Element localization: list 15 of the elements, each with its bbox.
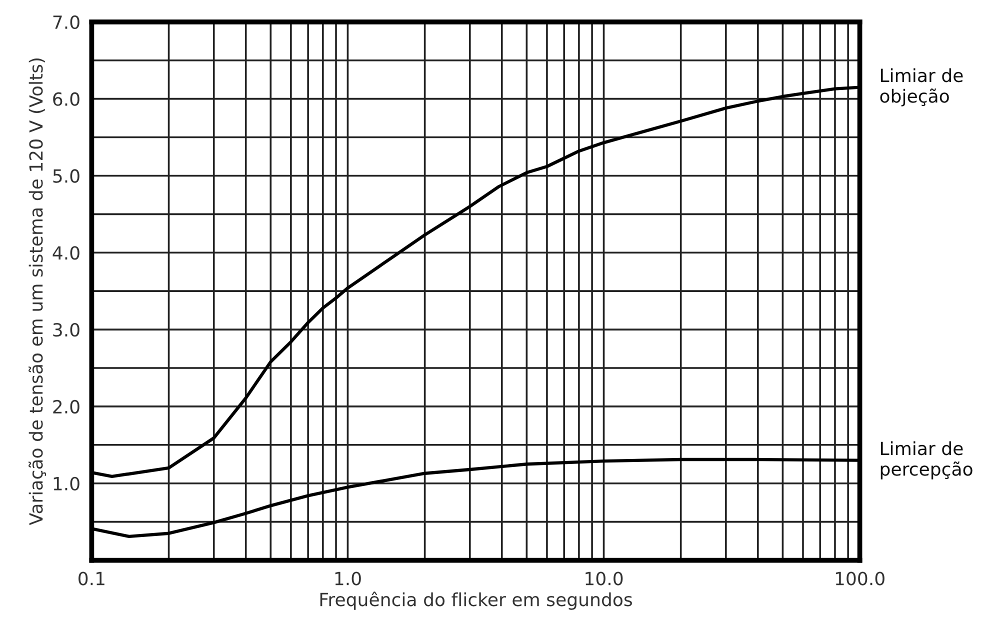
x-tick-label: 1.0 xyxy=(335,572,361,586)
x-tick-label: 0.1 xyxy=(78,572,104,586)
series-label: Limiar de percepção xyxy=(880,441,972,480)
y-tick-label: 2.0 xyxy=(53,400,80,414)
x-tick-label: 10.0 xyxy=(586,572,623,586)
x-tick-label: 100.0 xyxy=(836,572,884,586)
y-tick-label: 5.0 xyxy=(53,169,80,183)
y-tick-label: 7.0 xyxy=(53,15,80,30)
y-tick-label: 6.0 xyxy=(53,92,80,106)
series-label: Limiar de objeção xyxy=(880,68,963,106)
y-axis-title: Variação de tensão em um sistema de 120 V (Volts) xyxy=(28,58,46,526)
x-axis-title: Frequência do flicker em segundos xyxy=(320,592,632,610)
y-tick-label: 1.0 xyxy=(54,476,80,490)
y-tick-label: 3.0 xyxy=(53,323,80,337)
y-tick-label: 4.0 xyxy=(52,246,80,260)
